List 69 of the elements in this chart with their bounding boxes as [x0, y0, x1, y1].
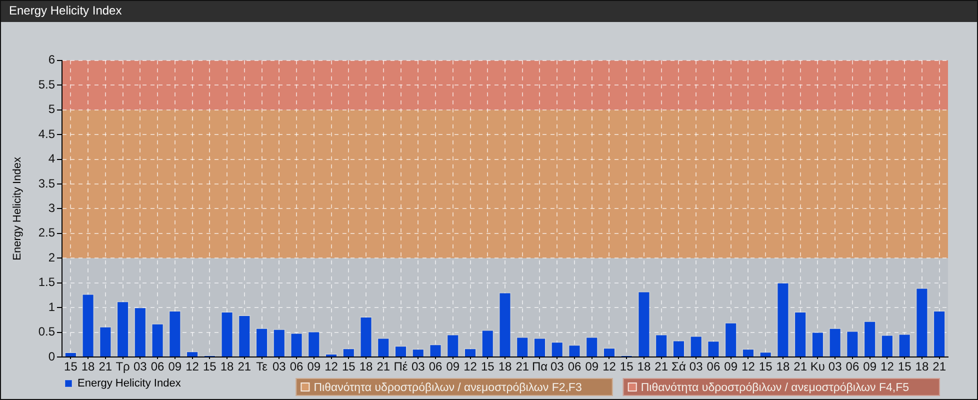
x-tick-label: 12 [324, 360, 338, 374]
x-tick-label: 18 [81, 360, 96, 374]
y-tick-label: 4 [48, 152, 56, 166]
x-tick-label: 15 [64, 360, 78, 374]
x-tick-label: 15 [202, 360, 217, 374]
x-tick-label: Τε [256, 360, 268, 374]
x-tick-label: 15 [342, 360, 356, 374]
x-tick-label: 03 [133, 360, 148, 374]
legend-label: Energy Helicity Index [78, 378, 182, 390]
x-tick-label: 21 [238, 360, 252, 374]
legend-label: Πιθανότητα υδροστρόβιλων / ανεμοστρόβιλων F4,F5 [640, 382, 910, 394]
x-tick-label: Πα [532, 360, 548, 374]
x-tick-label: 12 [602, 360, 616, 374]
x-tick-label: 06 [428, 360, 443, 374]
x-tick-label: 12 [880, 360, 894, 374]
y-tick-label: 2 [48, 250, 56, 264]
x-tick-label: 12 [186, 360, 200, 374]
x-tick-label: 09 [585, 360, 599, 374]
x-tick-label: 03 [550, 360, 564, 374]
x-tick-label: 21 [794, 360, 808, 374]
x-tick-label: 09 [863, 360, 877, 374]
y-tick-label: 0.5 [38, 324, 56, 339]
x-tick-label: 06 [846, 360, 860, 374]
x-tick-label: 03 [411, 360, 426, 374]
x-tick-label: 09 [724, 360, 738, 374]
x-tick-label: 15 [480, 360, 495, 374]
x-tick-label: 18 [220, 360, 234, 374]
x-tick-label: 15 [898, 360, 912, 374]
y-tick-label: 3 [48, 201, 56, 216]
x-tick-label: 18 [359, 360, 374, 374]
x-tick-label: 12 [464, 360, 478, 374]
x-tick-label: 06 [150, 360, 165, 374]
x-tick-label: 21 [654, 360, 668, 374]
y-tick-label: 6 [48, 52, 56, 67]
x-tick-label: Πέ [394, 360, 408, 374]
legend-label: Πιθανότητα υδροστρόβιλων / ανεμοστρόβιλων F2,F3 [314, 382, 582, 394]
x-tick-label: 06 [290, 360, 304, 374]
y-tick-label: 4.5 [38, 126, 56, 141]
x-tick-label: 03 [689, 360, 704, 374]
y-tick-label: 1 [48, 300, 56, 314]
y-tick-label: 3.5 [38, 176, 56, 190]
x-tick-label: 12 [742, 360, 756, 374]
x-tick-label: 03 [828, 360, 842, 374]
y-tick-label: 5 [48, 102, 56, 116]
x-tick-label: 15 [758, 360, 773, 374]
x-tick-label: 18 [776, 360, 790, 374]
chart-title: Energy Helicity Index [9, 4, 122, 18]
x-tick-label: 09 [168, 360, 182, 374]
x-tick-label: Κυ [810, 360, 825, 374]
x-tick-label: 06 [568, 360, 582, 374]
x-tick-label: 03 [272, 360, 286, 374]
y-tick-label: 5.5 [38, 77, 56, 92]
x-tick-label: 21 [376, 360, 390, 374]
x-tick-label: 06 [706, 360, 720, 374]
x-tick-label: 18 [637, 360, 651, 374]
y-tick-label: 2.5 [38, 226, 56, 240]
x-tick-label: Τρ [116, 360, 130, 374]
y-tick-label: 0 [48, 349, 56, 364]
x-tick-label: Σά [672, 360, 686, 374]
x-tick-label: 09 [446, 360, 460, 374]
x-tick-label: 18 [498, 360, 512, 374]
y-tick-label: 1.5 [38, 275, 56, 290]
x-tick-label: 15 [620, 360, 634, 374]
y-axis-title: Energy Helicity Index [12, 156, 24, 260]
x-tick-label: 21 [932, 360, 946, 374]
x-tick-label: 21 [516, 360, 530, 374]
x-tick-label: 21 [98, 360, 112, 374]
x-tick-label: 09 [307, 360, 321, 374]
x-tick-label: 18 [915, 360, 929, 374]
